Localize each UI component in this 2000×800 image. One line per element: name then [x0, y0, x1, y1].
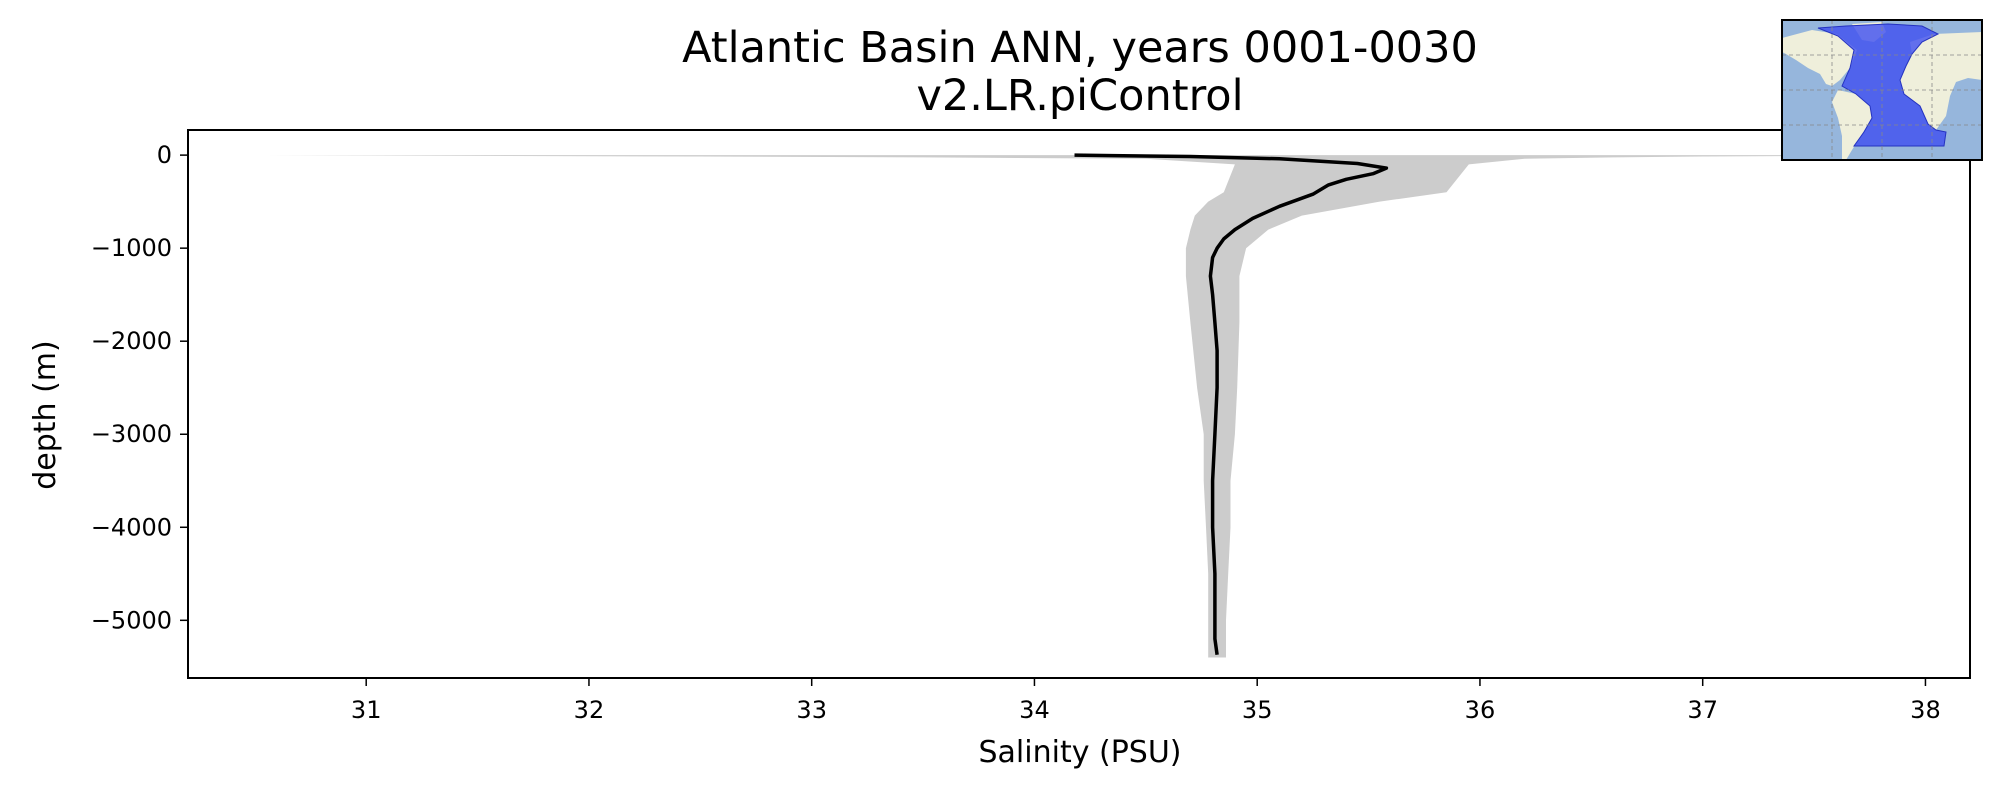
x-tick-label: 38 [1910, 696, 1941, 724]
y-tick-label: −1000 [91, 234, 172, 262]
mean-salinity-line [1074, 153, 1389, 655]
atlantic-basin-inset-map [1781, 19, 1983, 161]
axis-ticks: 31 32 33 34 35 36 37 38 0 −1000 −2000 −3000 −4000 −50… [91, 141, 1941, 724]
x-tick-label: 34 [1019, 696, 1050, 724]
x-tick-label: 31 [351, 696, 382, 724]
x-tick-label: 37 [1687, 696, 1718, 724]
x-tick-label: 35 [1242, 696, 1273, 724]
inset-land-north-america [1782, 30, 1857, 86]
axes-frame [187, 129, 1971, 679]
x-tick-label: 32 [574, 696, 605, 724]
chart-subtitle: v2.LR.piControl [916, 71, 1243, 121]
y-tick-label: −3000 [91, 420, 172, 448]
y-tick-label: −2000 [91, 327, 172, 355]
x-tick-label: 33 [796, 696, 827, 724]
inset-frame [1781, 19, 1983, 161]
y-tick-label: −4000 [91, 513, 172, 541]
y-tick-label: −5000 [91, 606, 172, 634]
plot-area [187, 129, 1971, 679]
x-tick-label: 36 [1465, 696, 1496, 724]
inset-land-europe-africa [1900, 32, 1982, 130]
y-tick-label: 0 [157, 141, 172, 169]
y-axis-label: depth (m) [28, 340, 63, 490]
salinity-range-band [266, 155, 1970, 658]
x-axis-label: Salinity (PSU) [979, 735, 1182, 770]
chart-title: Atlantic Basin ANN, years 0001-0030 [682, 23, 1478, 73]
